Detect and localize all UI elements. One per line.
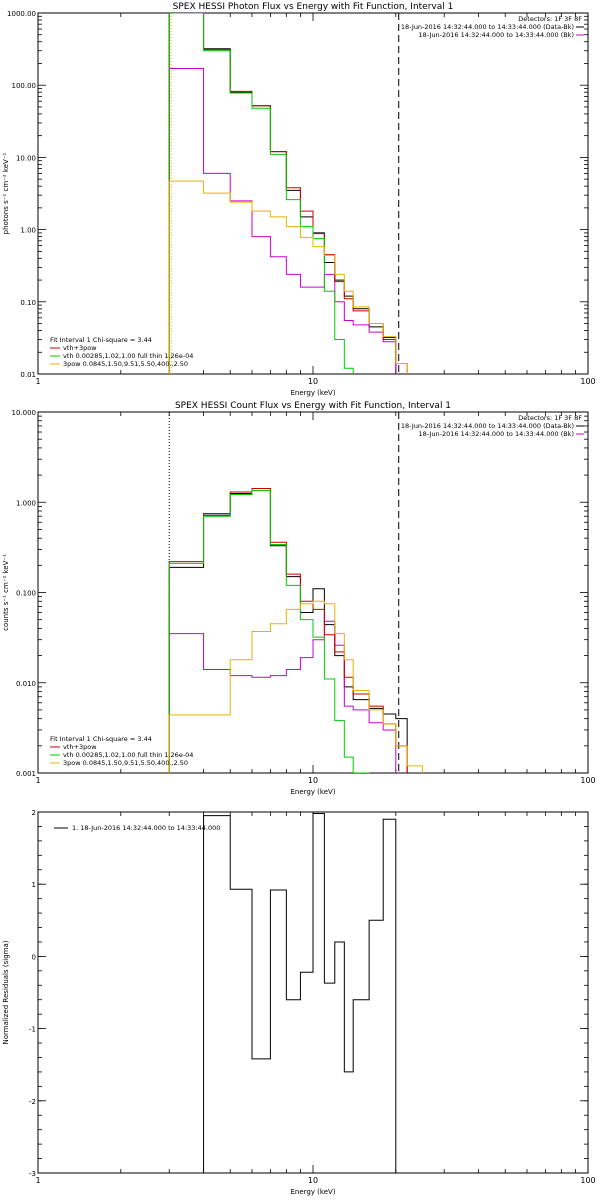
series-line-4 [168, 180, 408, 374]
legend-entry: 18-Jun-2016 14:32:44.000 to 14:33:44.000… [419, 430, 574, 438]
legend-entry: 18-Jun-2016 14:32:44.000 to 14:33:44.000… [401, 23, 574, 31]
y-tick-label: -1 [29, 1026, 36, 1034]
y-tick-label: 100.00 [12, 82, 37, 90]
legend-bottom-left: Fit Interval 1 Chi-square = 3.44vth+3pow… [50, 336, 193, 368]
series-line-1 [168, 68, 397, 374]
y-tick-label: 0.10 [20, 299, 36, 307]
y-tick-label: 1.00 [20, 227, 36, 235]
y-tick-label: 10.00 [16, 154, 36, 162]
x-tick-label: 1 [35, 377, 40, 386]
legend-entry: vth 0.00285,1.02,1.00 full thin 1.26e-04 [63, 751, 193, 759]
legend-entry: 3pow 0.0845,1.50,9.51,5.50,400.,2.50 [63, 759, 188, 767]
y-tick-label: 0.01 [20, 371, 36, 379]
legend-entry: 1. 18-Jun-2016 14:32:44.000 to 14:33:44.… [72, 824, 220, 832]
series-line-4 [168, 600, 423, 773]
legend-top-left: 1. 18-Jun-2016 14:32:44.000 to 14:33:44.… [54, 824, 220, 832]
y-tick-label: 0 [32, 953, 36, 961]
x-tick-label: 1 [35, 776, 40, 785]
chart-title: SPEX HESSI Count Flux vs Energy with Fit… [175, 401, 451, 411]
y-axis-label: counts s⁻¹ cm⁻² keV⁻¹ [2, 554, 10, 631]
residuals-panel: 1 10 100 -3 -2 -1 0 1 2 Energy (keV) Normalized Re… [2, 809, 596, 1196]
legend-entry: 18-Jun-2016 14:32:44.000 to 14:33:44.000… [401, 422, 574, 430]
series-line-3 [168, 489, 370, 773]
legend-entry: vth+3pow [63, 344, 97, 352]
y-axis-label: photons s⁻¹ cm⁻² keV⁻¹ [2, 152, 10, 234]
y-tick-label: -3 [29, 1170, 36, 1178]
x-tick-label: 100 [580, 1176, 595, 1185]
legend-entry: 3pow 0.0845,1.50,9.51,5.50,400.,2.50 [63, 360, 188, 368]
y-tick-label: 0.010 [16, 680, 36, 688]
y-tick-label: -2 [29, 1098, 36, 1106]
x-axis-label: Energy (keV) [290, 389, 335, 397]
legend-entry: vth 0.00285,1.02,1.00 full thin 1.26e-04 [63, 352, 193, 360]
y-tick-label: 10.000 [12, 409, 37, 417]
x-tick-label: 10 [308, 1176, 318, 1185]
y-tick-label: 0.001 [16, 770, 36, 778]
x-tick-label: 100 [580, 377, 595, 386]
plot-area [168, 13, 408, 374]
legend-entry: Fit Interval 1 Chi-square = 3.44 [50, 336, 152, 344]
legend-entry: 18-Jun-2016 14:32:44.000 to 14:33:44.000… [419, 31, 574, 39]
legend-entry: vth+3pow [63, 743, 97, 751]
legend-entry: Fit Interval 1 Chi-square = 3.44 [50, 735, 152, 743]
y-axis-label: Normalized Residuals (sigma) [2, 940, 10, 1044]
x-axis-label: Energy (keV) [290, 788, 335, 796]
series-line-0 [168, 812, 397, 1173]
series-line-0 [168, 489, 408, 773]
x-axis-label: Energy (keV) [290, 1188, 335, 1196]
series-line-3 [168, 13, 354, 374]
y-tick-label: 0.100 [16, 590, 36, 598]
photon-flux-panel: SPEX HESSI Photon Flux vs Energy with Fi… [2, 2, 596, 397]
count-flux-panel: SPEX HESSI Count Flux vs Energy with Fit… [2, 401, 596, 796]
legend-entry: Detectors: 1F 3F 8F [518, 414, 582, 422]
y-tick-label: 1.000 [16, 499, 36, 507]
legend-entry: Detectors: 1F 3F 8F [518, 15, 582, 23]
x-tick-label: 10 [308, 776, 318, 785]
legend-bottom-left: Fit Interval 1 Chi-square = 3.44vth+3pow… [50, 735, 193, 767]
x-tick-label: 1 [35, 1176, 40, 1185]
x-tick-label: 10 [308, 377, 318, 386]
plot-area [168, 488, 423, 773]
x-tick-label: 100 [580, 776, 595, 785]
plot-area [168, 812, 397, 1173]
y-tick-label: 1 [32, 881, 36, 889]
y-tick-label: 1000.00 [7, 10, 36, 18]
chart-title: SPEX HESSI Photon Flux vs Energy with Fi… [173, 2, 454, 12]
y-tick-label: 2 [32, 809, 36, 817]
series-line-2 [168, 488, 408, 773]
